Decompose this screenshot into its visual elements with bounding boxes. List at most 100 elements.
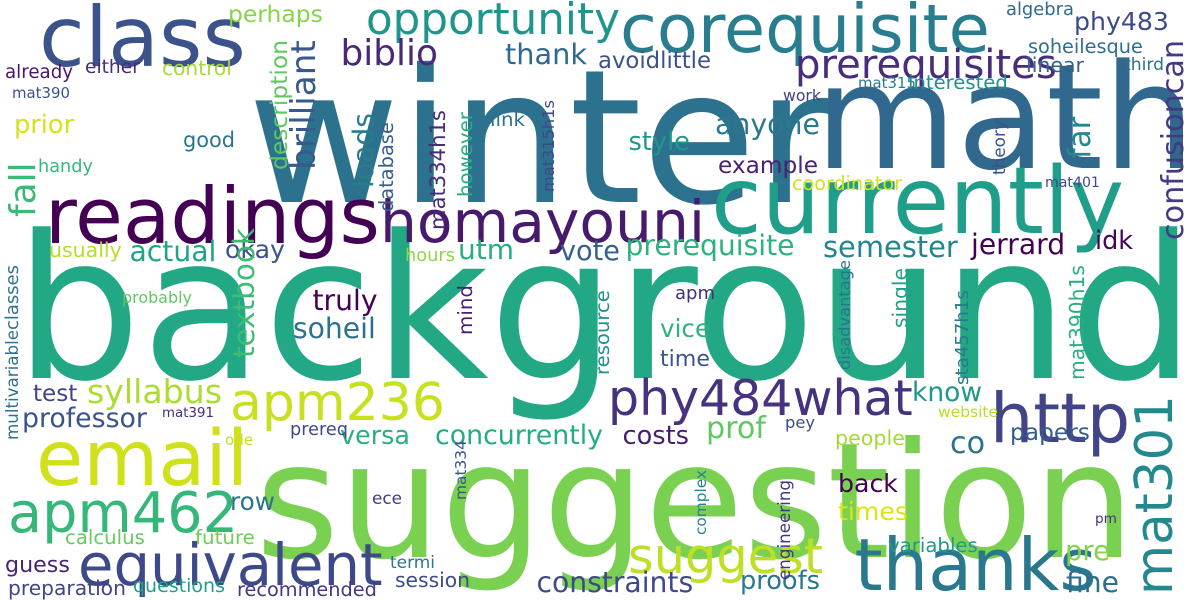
word-suggestion: suggestion [255, 408, 1135, 595]
word-mat390h1s: mat390h1s [1065, 265, 1089, 380]
word-mind: mind [454, 285, 477, 335]
word-vice: vice [660, 313, 711, 343]
word-mat334: mat334 [451, 440, 470, 500]
word-jerrard: jerrard [971, 228, 1066, 261]
word-math: math [815, 34, 1196, 203]
word-know: know [912, 376, 983, 408]
word-either: either [85, 56, 140, 78]
word-anyone: anyone [715, 108, 820, 141]
word-questions: questions [133, 574, 225, 597]
word-disadvantage: disadvantage [835, 260, 854, 370]
word-website: website [938, 403, 999, 421]
word-times: times [838, 496, 908, 526]
word-prerequisite: prerequisite [625, 229, 795, 262]
word-homayouni: homayouni [380, 188, 706, 256]
word-description: description [264, 40, 293, 170]
word-time: time [660, 346, 710, 372]
word-soheil: soheil [293, 312, 376, 345]
word-already: already [5, 62, 74, 83]
word-phy483: phy483 [1074, 6, 1169, 36]
word-phy484what: phy484what [608, 369, 913, 427]
word-professor: professor [22, 402, 147, 434]
word-interested: interested [908, 71, 1008, 94]
word-guess: guess [5, 552, 70, 578]
word-ode: ode [225, 430, 254, 449]
word-row: row [230, 486, 275, 516]
word-termi: termi [390, 552, 436, 573]
word-prereq: prereq [290, 420, 348, 440]
word-fall: fall [3, 161, 44, 217]
word-http: http [990, 379, 1131, 459]
word-database: database [374, 122, 398, 212]
word-mat301: mat301 [1125, 395, 1185, 595]
word-constraints: constraints [536, 566, 694, 599]
word-far: far [1061, 116, 1098, 159]
word-currently: currently [711, 147, 1125, 255]
word-thanks: thanks [854, 523, 1097, 600]
word-link: link [490, 108, 525, 131]
word-ece: ece [372, 487, 402, 508]
word-biblio: biblio [340, 33, 438, 74]
word-okay: okay [225, 234, 285, 264]
word-semester: semester [823, 229, 958, 264]
word-people: people [835, 425, 905, 450]
word-mat315h1s: mat315h1s [539, 100, 558, 192]
word-costs: costs [622, 421, 690, 451]
word-co: co [950, 426, 986, 461]
word-textbook: textbook [226, 228, 261, 358]
word-mat390: mat390 [12, 83, 70, 102]
word-session: session [395, 568, 471, 592]
word-prerequisites: prerequisites [795, 41, 1057, 88]
word-example: example [718, 151, 819, 179]
word-mat391: mat391 [162, 405, 214, 421]
word-concurrently: concurrently [435, 419, 603, 451]
word-corequisite: corequisite [620, 0, 990, 68]
word-equivalent: equivalent [78, 530, 383, 599]
word-future: future [195, 526, 255, 549]
word-papers: papers [1010, 418, 1090, 446]
word-avoidlittle: avoidlittle [598, 47, 711, 74]
word-prof: prof [706, 411, 766, 446]
word-idk: idk [1095, 226, 1134, 256]
word-vote: vote [560, 235, 620, 267]
word-winter: winter [247, 28, 833, 246]
word-engineering: engineering [773, 479, 794, 580]
word-resource: resource [591, 290, 614, 375]
word-apm: apm [675, 283, 715, 304]
word-variables: variables [888, 534, 978, 557]
word-apm462: apm462 [8, 481, 239, 546]
word-complex: complex [691, 470, 710, 535]
word-perhaps: perhaps [228, 0, 323, 28]
word-classes: classes [2, 265, 23, 330]
word-third: third [1124, 54, 1165, 75]
word-back: back [838, 468, 898, 498]
word-multivariable: multivariable [2, 330, 22, 440]
word-mat315: mat315 [858, 73, 916, 92]
word-soheilesque: soheilesque [1028, 34, 1143, 58]
word-loads: loads [347, 112, 380, 188]
word-mat401: mat401 [1045, 175, 1100, 191]
word-apm236: apm236 [230, 372, 445, 433]
word-pey: pey [785, 413, 816, 432]
word-single: single [888, 268, 912, 328]
word-usually: usually [49, 237, 122, 262]
word-utm: utm [458, 233, 514, 266]
word-syllabus: syllabus [87, 371, 222, 411]
word-background: background [14, 194, 1196, 426]
word-test: test [33, 380, 78, 407]
word-prior: prior [14, 110, 75, 140]
word-work: work [783, 86, 821, 105]
word-pm: pm [1095, 511, 1117, 527]
word-probably: probably [122, 288, 192, 307]
word-sta457h1s: sta457h1s [952, 290, 973, 385]
word-truly: truly [312, 284, 378, 317]
word-recommended: recommended [237, 577, 377, 600]
word-proofs: proofs [740, 566, 820, 596]
word-fine: fine [1066, 566, 1119, 599]
word-handy: handy [38, 157, 93, 177]
word-suggest: suggest [628, 527, 824, 585]
word-algebra: algebra [1006, 0, 1074, 20]
word-opportunity: opportunity [366, 0, 620, 45]
word-email: email [36, 414, 249, 504]
